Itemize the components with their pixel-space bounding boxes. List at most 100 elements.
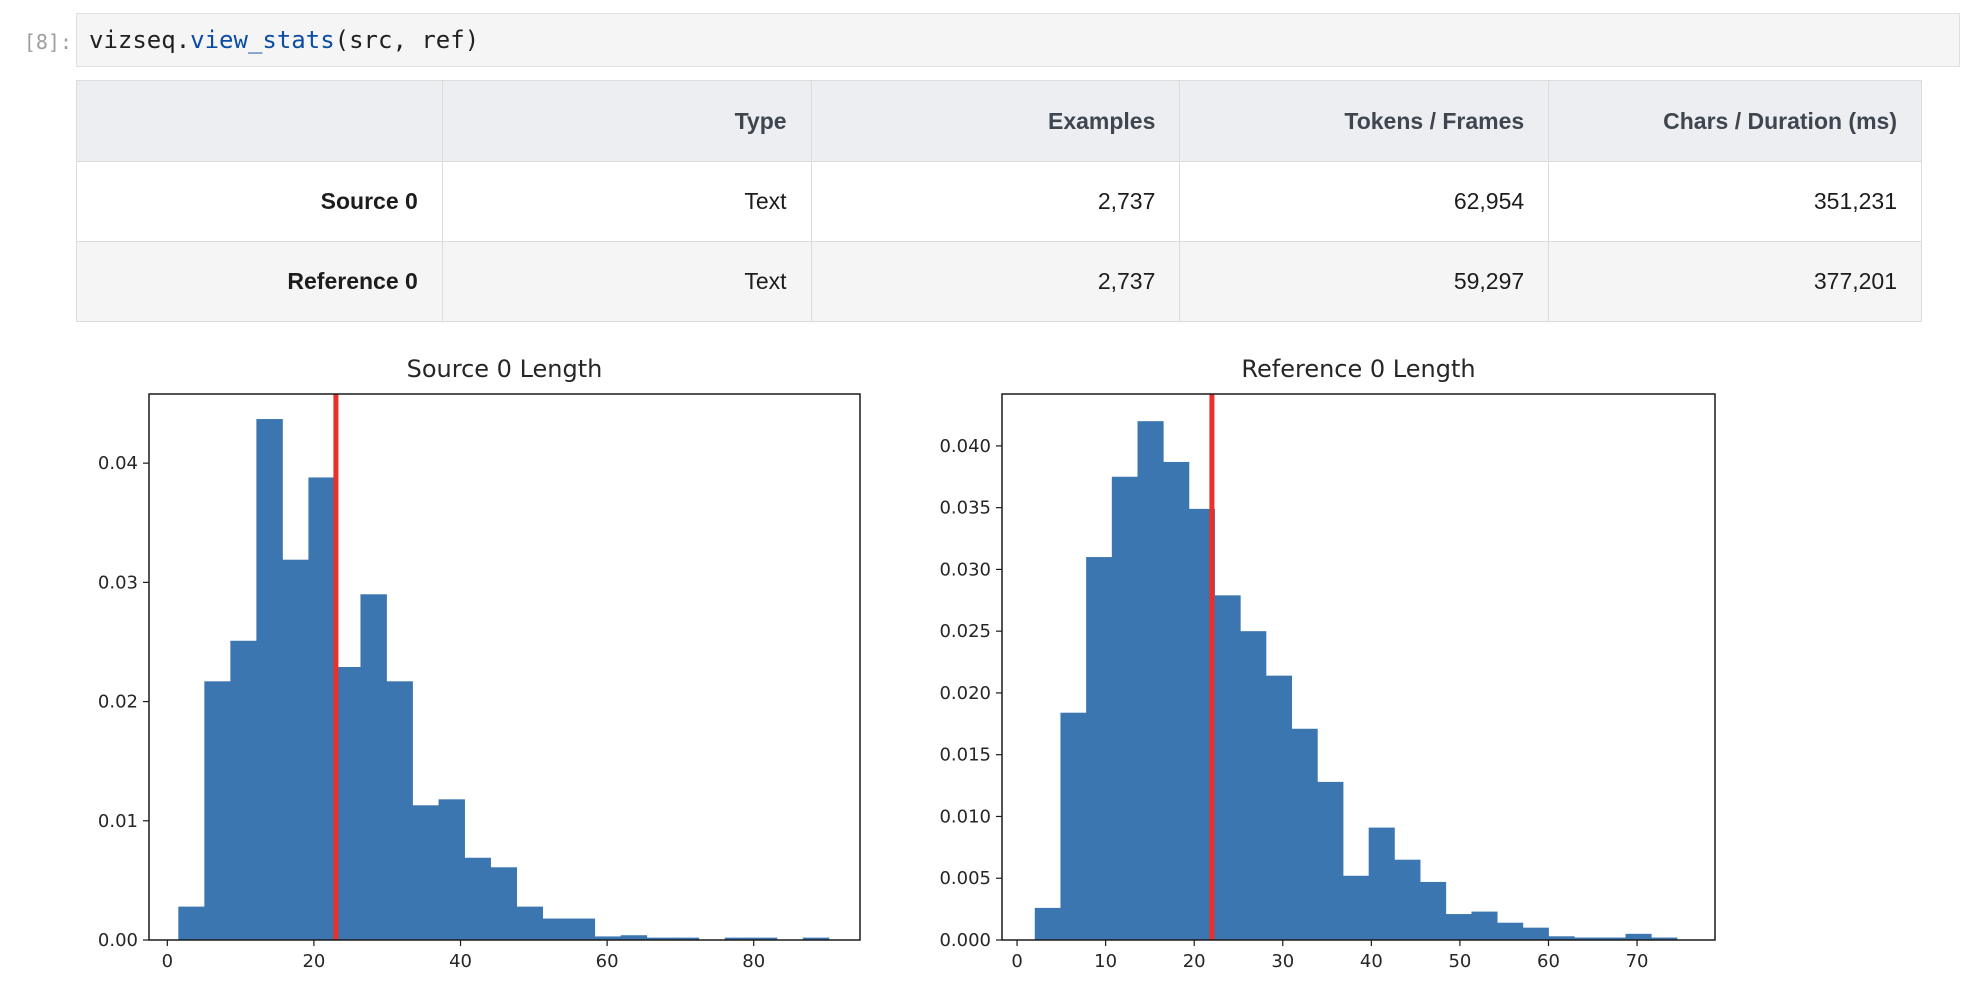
histogram-bar: [204, 681, 231, 940]
histogram-bar: [542, 918, 570, 940]
histogram-bar: [802, 937, 830, 940]
x-tick-label: 70: [1626, 951, 1649, 972]
table-row: Source 0 Text 2,737 62,954 351,231: [76, 161, 1922, 242]
y-tick-label: 0.00: [98, 930, 138, 951]
cell-tokens: 59,297: [1179, 241, 1550, 322]
histogram-bar: [1574, 937, 1601, 940]
histogram-bar: [1317, 781, 1344, 940]
y-tick-label: 0.025: [939, 621, 991, 642]
x-tick-label: 20: [302, 951, 325, 972]
cell-tokens: 62,954: [1179, 161, 1550, 242]
histogram-bar: [1086, 557, 1113, 940]
histogram-bar: [1522, 927, 1549, 940]
histogram-bar: [516, 906, 544, 940]
x-tick-label: 60: [1537, 951, 1560, 972]
histogram-bar: [386, 681, 413, 940]
axes-frame: [148, 393, 861, 941]
code-module: vizseq.: [89, 26, 191, 54]
y-tick-label: 0.02: [98, 692, 138, 713]
histogram-bar: [1394, 859, 1421, 940]
histogram-bar: [1445, 914, 1472, 940]
cell-type: Text: [441, 161, 812, 242]
histogram-bars: [178, 419, 830, 941]
code-line[interactable]: vizseq.view_stats(src, ref): [89, 26, 479, 54]
histogram-bar: [256, 419, 283, 941]
histogram-bar: [178, 906, 205, 940]
table-header-row: Type Examples Tokens / Frames Chars / Du…: [76, 80, 1922, 162]
histogram-bar: [1291, 728, 1318, 940]
x-tick-label: 0: [162, 951, 173, 972]
cell-chars: 377,201: [1548, 241, 1922, 322]
header-type: Type: [441, 80, 812, 162]
histogram-bar: [1034, 907, 1061, 940]
header-tokens: Tokens / Frames: [1179, 80, 1550, 162]
x-tick-label: 60: [596, 951, 619, 972]
source-length-histogram: Source 0 Length 0 20 40 60 80 0.00 0.01 0.02 0.03…: [98, 355, 861, 972]
y-tick-label: 0.000: [939, 930, 991, 951]
y-tick-label: 0.010: [939, 806, 991, 827]
cell-prompt: [8]:: [23, 30, 72, 54]
cell-examples: 2,737: [810, 241, 1181, 322]
cell-chars: 351,231: [1548, 161, 1922, 242]
histogram-bar: [1240, 631, 1267, 940]
histogram-bar: [1497, 922, 1524, 940]
stats-table: Type Examples Tokens / Frames Chars / Du…: [76, 80, 1922, 322]
x-tick-label: 10: [1094, 951, 1117, 972]
code-args: (src, ref): [334, 26, 480, 54]
chart-title: Reference 0 Length: [1241, 355, 1475, 383]
histogram-bar: [1060, 712, 1087, 940]
histogram-bar: [672, 937, 700, 940]
histogram-bar: [360, 594, 387, 940]
y-tick-label: 0.04: [98, 453, 138, 474]
histogram-bar: [464, 857, 491, 940]
histogram-bar: [1548, 936, 1575, 940]
histogram-bar: [1471, 911, 1498, 940]
header-chars: Chars / Duration (ms): [1548, 80, 1922, 162]
x-tick-label: 0: [1011, 951, 1022, 972]
histogram-bar: [1651, 937, 1678, 940]
histogram-bar: [1265, 675, 1293, 940]
histogram-bar: [724, 937, 752, 940]
histogram-bar: [1111, 476, 1138, 940]
histogram-bar: [490, 867, 517, 940]
histogram-bar: [1625, 933, 1652, 940]
histogram-bar: [1214, 595, 1241, 940]
code-cell[interactable]: vizseq.view_stats(src, ref): [76, 13, 1960, 67]
histogram-bar: [334, 667, 361, 940]
y-tick-label: 0.015: [939, 745, 991, 766]
x-tick-label: 40: [449, 951, 472, 972]
x-tick-label: 50: [1448, 951, 1471, 972]
x-tick-label: 20: [1183, 951, 1206, 972]
histogram-bar: [1420, 881, 1447, 940]
histogram-bar: [1137, 421, 1164, 940]
histogram-bar: [1368, 827, 1395, 940]
y-tick-label: 0.040: [939, 436, 991, 457]
header-blank: [76, 80, 443, 162]
histogram-bar: [438, 799, 465, 940]
reference-length-histogram: Reference 0 Length 0 10 20 30 40 50 60 70 0.000 0.…: [939, 355, 1716, 972]
histogram-bar: [282, 559, 309, 940]
y-tick-label: 0.01: [98, 811, 138, 832]
axes-frame: [1001, 393, 1716, 941]
histogram-bar: [646, 937, 674, 940]
x-tick-label: 40: [1360, 951, 1383, 972]
code-function: view_stats: [190, 26, 335, 54]
histogram-bars: [1034, 421, 1678, 940]
histogram-bar: [594, 936, 622, 940]
histogram-bar: [750, 937, 778, 940]
y-tick-label: 0.03: [98, 572, 138, 593]
histogram-bar: [412, 805, 439, 940]
histogram-bar: [308, 477, 335, 940]
histogram-bar: [1163, 461, 1190, 940]
histogram-bar: [230, 640, 257, 940]
cell-type: Text: [441, 241, 812, 322]
chart-title: Source 0 Length: [407, 355, 603, 383]
header-examples: Examples: [810, 80, 1181, 162]
histogram-bar: [568, 918, 596, 940]
y-tick-label: 0.035: [939, 498, 991, 519]
y-tick-label: 0.030: [939, 559, 991, 580]
row-name: Source 0: [76, 161, 443, 242]
histogram-bar: [1599, 937, 1626, 940]
row-name: Reference 0: [76, 241, 443, 322]
x-tick-label: 80: [742, 951, 765, 972]
